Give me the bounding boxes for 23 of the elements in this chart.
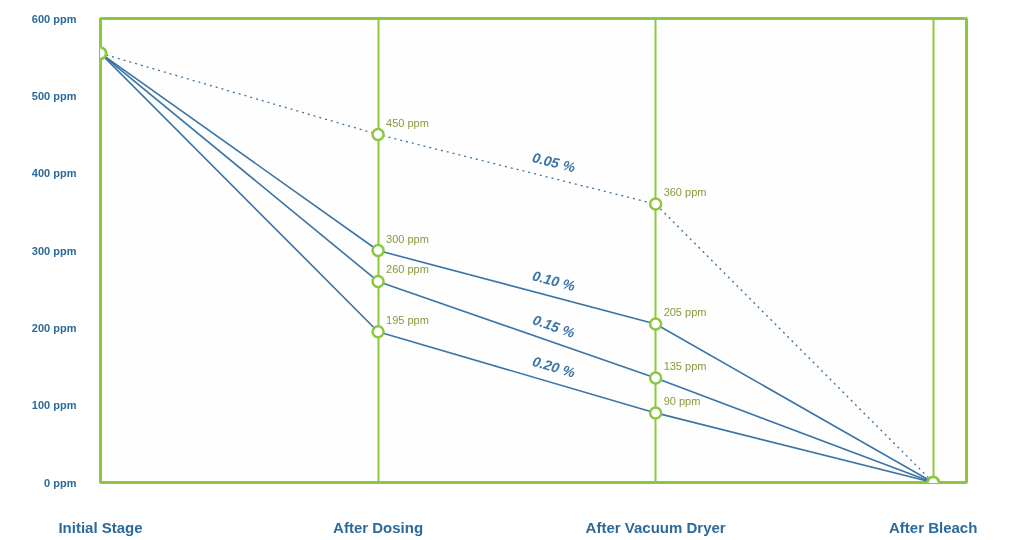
y-tick-label: 400 ppm — [31, 167, 77, 180]
data-label: 450 ppm — [386, 116, 429, 129]
data-label: 90 ppm — [663, 394, 701, 407]
y-tick-label: 600 ppm — [31, 12, 77, 25]
text: 0.10 % — [530, 267, 578, 295]
data-label: 300 ppm — [386, 232, 429, 245]
data-label: 135 ppm — [663, 360, 707, 373]
text: 0.15 % — [530, 311, 578, 342]
y-tick-label: 100 ppm — [31, 399, 77, 412]
y-tick-label: 0 ppm — [44, 476, 77, 489]
data-label: 195 ppm — [386, 313, 429, 326]
y-tick-label: 200 ppm — [31, 321, 77, 334]
y-tick-label: 500 ppm — [31, 89, 77, 102]
x-tick-label: Initial Stage — [58, 518, 143, 536]
x-tick-label: After Bleach — [889, 518, 978, 536]
y-tick-label: 300 ppm — [31, 244, 77, 257]
text: 0.20 % — [530, 353, 578, 381]
text: 0.05 % — [530, 149, 578, 176]
data-label: 205 ppm — [663, 305, 707, 318]
data-label: 360 ppm — [663, 186, 707, 199]
data-label: 260 ppm — [386, 263, 429, 276]
x-tick-label: After Dosing — [333, 518, 424, 536]
x-tick-label: After Vacuum Dryer — [585, 518, 726, 536]
